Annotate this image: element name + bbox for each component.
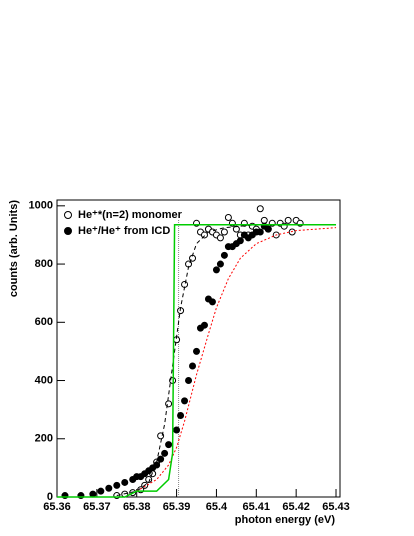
data-point: [177, 411, 185, 419]
data-point: [260, 216, 268, 224]
data-point: [216, 260, 224, 268]
data-point: [236, 237, 244, 245]
data-point: [89, 490, 97, 498]
data-point: [181, 397, 189, 405]
data-point: [212, 266, 220, 274]
x-tick-label: 65.38: [123, 501, 151, 513]
fit-curve: [57, 224, 337, 498]
data-point: [165, 400, 173, 408]
data-point: [220, 228, 228, 236]
y-tick-label: 200: [35, 433, 53, 445]
data-point: [113, 481, 121, 489]
legend-label: He⁺*(n=2) monomer: [78, 209, 183, 221]
data-point: [165, 441, 173, 449]
x-tick-label: 65.43: [322, 501, 350, 513]
data-point: [200, 321, 208, 329]
data-point: [200, 231, 208, 239]
y-tick-label: 1000: [29, 200, 53, 212]
x-tick-label: 65.42: [282, 501, 310, 513]
data-point: [220, 251, 228, 259]
legend-marker: [64, 227, 72, 235]
plot-frame: [56, 199, 341, 498]
y-tick-label: 600: [35, 316, 53, 328]
data-point: [256, 205, 264, 213]
legend-marker: [64, 211, 72, 219]
data-point: [157, 455, 165, 463]
data-point: [264, 225, 272, 233]
y-tick-label: 0: [47, 491, 53, 503]
x-tick-label: 65.41: [243, 501, 271, 513]
y-axis-title: counts (arb. Units): [8, 200, 20, 298]
fit-curve: [116, 224, 337, 497]
data-point: [185, 377, 193, 385]
x-tick-label: 65.39: [163, 501, 191, 513]
data-point: [161, 449, 169, 457]
x-tick-label: 65.36: [43, 501, 71, 513]
x-tick-label: 65.37: [83, 501, 111, 513]
data-point: [284, 216, 292, 224]
data-point: [288, 228, 296, 236]
data-point: [121, 478, 129, 486]
data-point: [105, 484, 113, 492]
y-tick-label: 800: [35, 258, 53, 270]
data-point: [189, 362, 197, 370]
data-point: [97, 487, 105, 495]
legend-label: He⁺/He⁺ from ICD: [78, 225, 170, 237]
data-point: [256, 228, 264, 236]
data-point: [193, 347, 201, 355]
data-point: [224, 213, 232, 221]
data-point: [173, 426, 181, 434]
x-axis-title: photon energy (eV): [235, 514, 336, 526]
fit-curve: [136, 227, 337, 492]
data-point: [216, 234, 224, 242]
x-tick-label: 65.4: [206, 501, 228, 513]
y-tick-label: 400: [35, 374, 53, 386]
data-point: [208, 298, 216, 306]
